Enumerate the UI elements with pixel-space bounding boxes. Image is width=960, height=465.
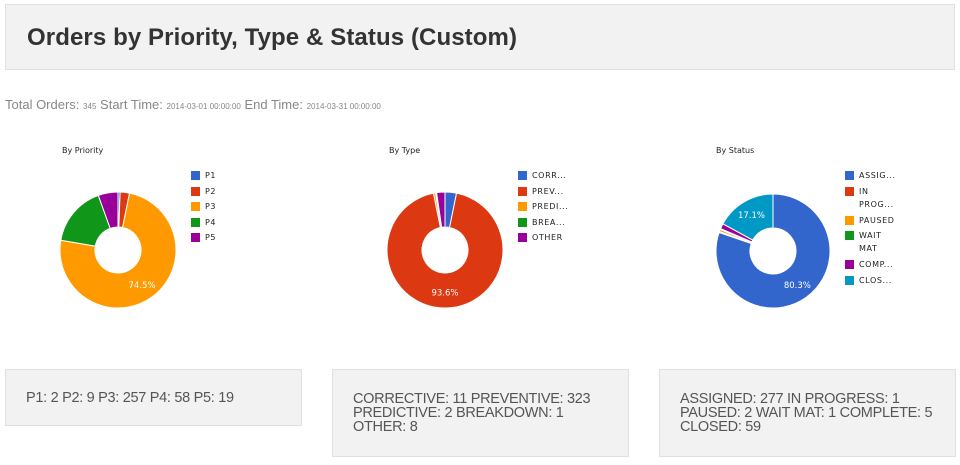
status-donut[interactable]: 80.3% 17.1% — [640, 135, 960, 320]
legend-swatch-icon — [845, 231, 854, 240]
legend-swatch-icon — [845, 275, 854, 285]
legend-label: CORR... — [532, 171, 567, 180]
total-orders-label: Total Orders: — [5, 97, 80, 112]
legend-item[interactable]: ASSIG... — [845, 171, 899, 187]
legend-swatch-icon — [845, 186, 854, 196]
legend-item[interactable]: COMP... — [845, 260, 899, 276]
legend-label: P1 — [205, 171, 217, 180]
slice-percent-label: 74.5% — [129, 281, 156, 291]
legend-swatch-icon — [191, 217, 200, 227]
legend-swatch-icon — [845, 215, 854, 225]
legend-item[interactable]: PAUSED — [845, 215, 899, 232]
legend-item[interactable]: BREA... — [518, 217, 572, 234]
legend-label: P3 — [205, 202, 217, 211]
type-counts-text: CORRECTIVE: 11 PREVENTIVE: 323 PREDICTIV… — [353, 391, 591, 435]
legend-swatch-icon — [518, 186, 527, 196]
slice-assigned[interactable] — [715, 193, 831, 309]
legend-item[interactable]: CLOS... — [845, 275, 899, 292]
type-chart-title: By Type — [389, 146, 421, 155]
legend-swatch-icon — [518, 233, 527, 242]
legend-swatch-icon — [191, 202, 200, 211]
priority-chart: By Priority 74.5% P1 P2 P3 P4 P5 — [0, 135, 320, 320]
status-chart-title: By Status — [716, 146, 755, 155]
summary-line: Total Orders: 345 Start Time: 2014-03-01… — [5, 97, 381, 112]
legend-label: COMP... — [859, 260, 894, 269]
legend-label: PREDI... — [532, 202, 569, 211]
priority-chart-title: By Priority — [62, 146, 104, 155]
slice-percent-label: 80.3% — [784, 281, 811, 291]
start-time-value: 2014-03-01 00:00:00 — [166, 102, 241, 111]
legend-item[interactable]: P4 — [191, 217, 245, 234]
priority-donut[interactable]: 74.5% — [0, 135, 320, 320]
legend-label: IN PROG... — [859, 186, 894, 209]
slice-preventive[interactable] — [386, 192, 504, 309]
legend-swatch-icon — [191, 171, 200, 180]
type-counts-panel: CORRECTIVE: 11 PREVENTIVE: 323 PREDICTIV… — [332, 369, 629, 457]
type-chart: By Type 93.6% CORR... PREV... PREDI... BREA… — [320, 135, 640, 320]
slice-closed[interactable] — [722, 193, 774, 241]
start-time-label: Start Time: — [100, 97, 163, 112]
priority-counts-text: P1: 2 P2: 9 P3: 257 P4: 58 P5: 19 — [26, 390, 234, 406]
status-legend: ASSIG... IN PROG... PAUSED WAIT MAT COMP... CLO… — [845, 171, 899, 291]
legend-swatch-icon — [845, 260, 854, 269]
legend-swatch-icon — [191, 186, 200, 196]
legend-swatch-icon — [845, 171, 854, 180]
legend-swatch-icon — [518, 217, 527, 227]
legend-label: ASSIG... — [859, 171, 896, 180]
legend-item[interactable]: IN PROG... — [845, 186, 899, 216]
legend-item[interactable]: PREV... — [518, 186, 572, 203]
page-header: Orders by Priority, Type & Status (Custo… — [5, 4, 955, 70]
legend-label: BREA... — [532, 217, 566, 227]
slice-percent-label: 93.6% — [431, 289, 458, 299]
status-counts-panel: ASSIGNED: 277 IN PROGRESS: 1 PAUSED: 2 W… — [659, 369, 956, 457]
type-legend: CORR... PREV... PREDI... BREA... OTHER — [518, 171, 572, 249]
legend-item[interactable]: WAIT MAT — [845, 231, 899, 260]
status-chart: By Status 80.3% 17.1% ASSIG... IN PROG... PA… — [640, 135, 960, 320]
slice-p3[interactable] — [59, 192, 177, 309]
slice-percent-label: 17.1% — [738, 211, 765, 221]
legend-item[interactable]: P3 — [191, 202, 245, 218]
type-donut[interactable]: 93.6% — [320, 135, 640, 320]
legend-item[interactable]: OTHER — [518, 233, 572, 249]
end-time-value: 2014-03-31 00:00:00 — [306, 102, 381, 111]
page-title: Orders by Priority, Type & Status (Custo… — [27, 24, 518, 51]
legend-label: P2 — [205, 186, 217, 196]
legend-item[interactable]: P1 — [191, 171, 245, 187]
legend-item[interactable]: PREDI... — [518, 202, 572, 218]
legend-label: WAIT MAT — [859, 231, 882, 253]
legend-label: PAUSED — [859, 215, 895, 225]
legend-item[interactable]: P5 — [191, 233, 245, 249]
legend-item[interactable]: P2 — [191, 186, 245, 203]
slice-p5[interactable] — [97, 191, 119, 230]
legend-label: PREV... — [532, 186, 564, 196]
legend-label: P5 — [205, 233, 217, 242]
legend-label: CLOS... — [859, 275, 892, 285]
legend-swatch-icon — [518, 202, 527, 211]
priority-counts-panel: P1: 2 P2: 9 P3: 257 P4: 58 P5: 19 — [5, 369, 302, 426]
end-time-label: End Time: — [244, 97, 303, 112]
legend-label: P4 — [205, 217, 217, 227]
legend-item[interactable]: CORR... — [518, 171, 572, 187]
legend-swatch-icon — [518, 171, 527, 180]
legend-swatch-icon — [191, 233, 200, 242]
total-orders-value: 345 — [83, 102, 97, 111]
priority-legend: P1 P2 P3 P4 P5 — [191, 171, 245, 249]
status-counts-text: ASSIGNED: 277 IN PROGRESS: 1 PAUSED: 2 W… — [680, 391, 933, 435]
legend-label: OTHER — [532, 233, 563, 242]
slice-other[interactable] — [436, 191, 446, 228]
